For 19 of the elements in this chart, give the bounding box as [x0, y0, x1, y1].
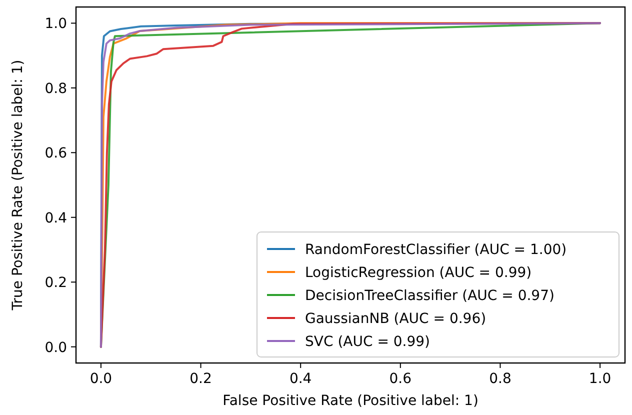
x-tick-label: 0.8 [489, 371, 512, 387]
x-tick-label: 0.0 [90, 371, 112, 387]
y-tick-label: 0.2 [44, 275, 67, 292]
legend-label: DecisionTreeClassifier (AUC = 0.97) [305, 288, 554, 304]
y-tick-label: 1.0 [44, 16, 67, 32]
y-tick-label: 0.6 [44, 146, 68, 162]
x-tick-label: 0.2 [190, 371, 212, 387]
legend-label: GaussianNB (AUC = 0.96) [305, 311, 486, 327]
x-axis-title: False Positive Rate (Positive label: 1) [222, 393, 478, 409]
x-tick-label: 0.4 [289, 371, 312, 387]
y-tick-label: 0.0 [44, 340, 67, 356]
legend-label: SVC (AUC = 0.99) [305, 334, 430, 350]
y-tick-label: 0.8 [44, 80, 67, 97]
y-axis-title: True Positive Rate (Positive label: 1) [10, 60, 26, 312]
y-tick-label: 0.4 [44, 210, 68, 226]
x-tick-label: 0.6 [389, 371, 412, 387]
legend-label: LogisticRegression (AUC = 0.99) [305, 265, 532, 281]
legend-label: RandomForestClassifier (AUC = 1.00) [305, 242, 567, 258]
x-tick-label: 1.0 [588, 371, 612, 387]
